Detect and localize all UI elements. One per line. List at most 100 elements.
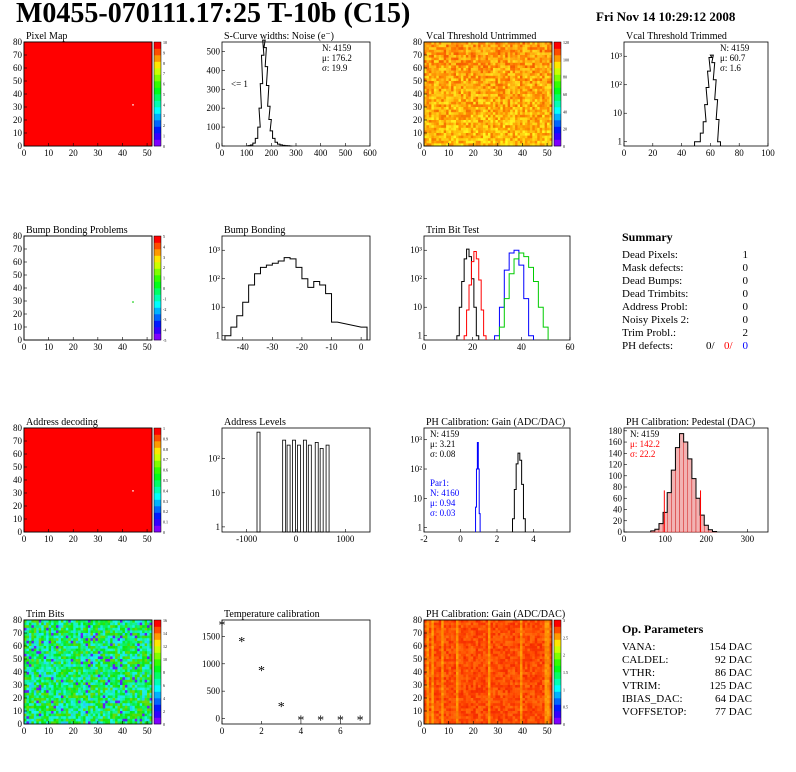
heatmap-cell: [58, 674, 62, 678]
heatmap-cell: [24, 661, 27, 665]
heatmap-cell: [105, 674, 108, 678]
heatmap-cell: [36, 690, 40, 694]
heatmap-cell: [549, 127, 553, 131]
heatmap-cell: [24, 674, 27, 678]
heatmap-cell: [90, 666, 94, 670]
palette-segment: [154, 506, 161, 513]
y-tick-label: 40: [13, 283, 23, 293]
heatmap-cell: [480, 73, 484, 77]
heatmap-cell: [144, 708, 148, 712]
heatmap-cell: [95, 643, 99, 647]
heatmap-cell: [510, 125, 513, 129]
heatmap-cell: [90, 721, 94, 725]
heatmap-cell: [441, 140, 444, 144]
palette-segment: [154, 320, 161, 328]
heatmap-cell: [529, 117, 533, 121]
heatmap-cell: [36, 711, 40, 714]
heatmap-cell: [443, 62, 447, 66]
heatmap-cell: [495, 49, 499, 53]
heatmap-cell: [448, 68, 452, 71]
heatmap-cell: [28, 659, 32, 662]
heatmap-cell: [542, 57, 545, 61]
heatmap-cell: [426, 42, 430, 45]
heatmap-cell: [428, 135, 432, 139]
heatmap-cell: [426, 125, 430, 129]
heatmap-cell: [124, 674, 128, 678]
heatmap-cell: [85, 721, 89, 725]
palette-segment: [154, 652, 161, 660]
heatmap-cell: [495, 138, 499, 142]
heatmap-cell: [443, 133, 447, 136]
y-tick-label: 10²: [610, 80, 622, 90]
heatmap-cell: [438, 625, 442, 629]
heatmap-cell: [46, 698, 49, 701]
heatmap-cell: [458, 127, 462, 131]
heatmap-cell: [48, 698, 52, 701]
heatmap-cell: [502, 125, 506, 129]
heatmap-cell: [441, 99, 444, 103]
heatmap-cell: [73, 687, 76, 691]
heatmap-cell: [112, 625, 116, 629]
heatmap-cell: [31, 698, 35, 701]
heatmap-cell: [68, 718, 72, 722]
heatmap-cell: [483, 55, 486, 58]
heatmap-cell: [431, 716, 435, 720]
heatmap-cell: [88, 711, 91, 714]
heatmap-cell: [438, 656, 442, 660]
heatmap-cell: [441, 630, 444, 634]
heatmap-cell: [517, 83, 521, 87]
heatmap-cell: [505, 42, 508, 45]
heatmap-cell: [90, 679, 94, 683]
heatmap-cell: [92, 622, 96, 626]
heatmap-cell: [532, 135, 536, 139]
heatmap-cell: [460, 57, 464, 61]
heatmap-cell: [433, 627, 437, 631]
heatmap-cell: [424, 643, 427, 647]
heatmap-cell: [100, 635, 104, 639]
heatmap-cell: [144, 716, 148, 720]
heatmap-cell: [53, 620, 57, 623]
heatmap-cell: [490, 143, 494, 147]
heatmap-cell: [73, 679, 76, 683]
heatmap-cell: [433, 716, 437, 720]
heatmap-cell: [453, 99, 457, 103]
heatmap-cell: [102, 677, 106, 681]
x-tick-label: 30: [93, 726, 103, 736]
heatmap-cell: [492, 73, 496, 77]
heatmap-cell: [475, 62, 479, 66]
y-tick-label: 30: [413, 102, 423, 112]
heatmap-cell: [512, 138, 516, 142]
heatmap-cell: [75, 643, 79, 647]
heatmap-cell: [468, 143, 472, 147]
heatmap-cell: [549, 81, 553, 84]
heatmap-cell: [438, 646, 442, 649]
heatmap-cell: [500, 138, 504, 142]
heatmap-cell: [436, 700, 440, 704]
heatmap-cell: [436, 646, 440, 649]
heatmap-cell: [105, 638, 108, 642]
heatmap-cell: [500, 60, 504, 64]
heatmap-cell: [24, 685, 27, 688]
heatmap-cell: [33, 687, 37, 691]
heatmap-cell: [478, 112, 481, 116]
heatmap-cell: [520, 91, 523, 95]
heatmap-cell: [124, 682, 128, 686]
heatmap-cell: [122, 716, 126, 720]
y-tick-label: 10: [13, 706, 23, 716]
y-tick-label: 20: [13, 501, 23, 511]
heatmap-cell: [149, 679, 153, 683]
heatmap-cell: [144, 705, 148, 709]
heatmap-cell: [433, 120, 437, 123]
heatmap-cell: [451, 88, 454, 92]
heatmap-cell: [97, 664, 101, 668]
heatmap-cell: [549, 68, 553, 71]
heatmap-cell: [529, 133, 533, 136]
y-tick-label: 10²: [410, 274, 422, 284]
heatmap-cell: [85, 679, 89, 683]
palette-tick-label: 100: [563, 57, 569, 62]
y-tick-label: 60: [13, 63, 23, 73]
heatmap-cell: [149, 622, 153, 626]
palette-segment: [554, 133, 561, 140]
heatmap-cell: [431, 127, 435, 131]
heatmap-cell: [80, 659, 84, 662]
